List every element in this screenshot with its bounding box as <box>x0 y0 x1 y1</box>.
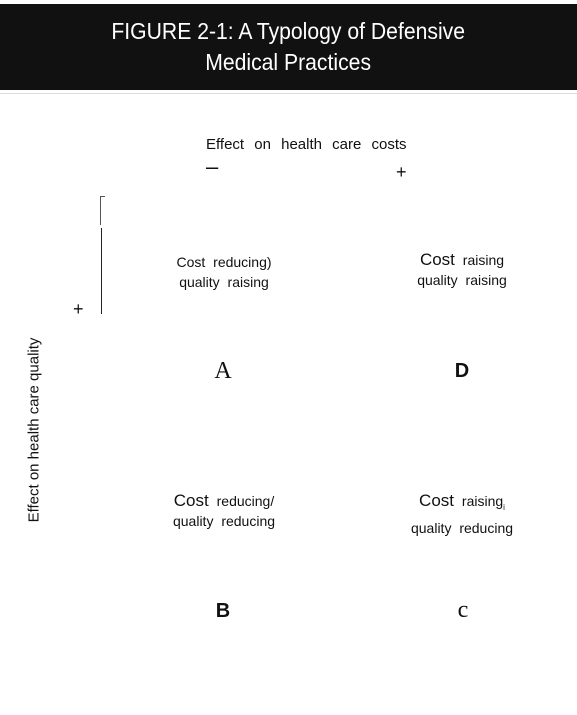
x-axis-plus-sign: + <box>396 162 407 182</box>
quadrant-a-word-effect: reducing) <box>213 254 272 270</box>
quadrant-a-word-cost: Cost <box>176 254 206 270</box>
quadrant-c-word-cost: Cost <box>419 491 455 510</box>
quadrant-c-word-effect: raising <box>461 493 504 509</box>
quadrant-c-line-1: Cost raisingi <box>362 491 562 518</box>
quadrant-b-letter: B <box>215 600 231 622</box>
y-axis-line <box>101 228 102 314</box>
quadrant-a-line-1: Cost reducing) <box>124 252 324 272</box>
quadrant-d-line-2: quality raising <box>417 272 507 288</box>
y-axis-label: Effect on health care quality <box>25 337 43 523</box>
quadrant-d-line-1: Cost raising <box>362 250 562 270</box>
quadrant-d-word-cost: Cost <box>419 250 455 269</box>
quadrant-a-line-2: quality raising <box>179 274 269 290</box>
quadrant-c-line-2: quality reducing <box>410 519 514 536</box>
quadrant-b-line-1: Cost reducing/ <box>124 491 324 511</box>
x-axis-minus-sign: – <box>206 154 219 179</box>
quadrant-b-word-effect: reducing/ <box>216 493 275 509</box>
quadrant-c-letter: c <box>457 597 469 623</box>
quadrant-b-line-2: quality reducing <box>172 513 276 529</box>
x-axis-label: Effect on health care costs <box>206 136 407 153</box>
quadrant-b-word-cost: Cost <box>173 491 209 510</box>
figure-title-banner: FIGURE 2-1: A Typology of Defensive Medi… <box>0 4 577 90</box>
quadrant-c-description: Cost raisingi quality reducing <box>362 491 562 538</box>
quadrant-d-letter: D <box>454 360 470 382</box>
y-axis-plus-sign: + <box>73 299 84 319</box>
figure-title-line-1: FIGURE 2-1: A Typology of Defensive <box>111 18 466 44</box>
y-axis-top-tick <box>100 196 105 225</box>
title-underline-divider <box>0 93 577 94</box>
quadrant-a-letter: A <box>214 358 232 384</box>
quadrant-d-description: Cost raising quality raising <box>362 250 562 290</box>
quadrant-d-word-effect: raising <box>462 252 505 268</box>
quadrant-a-description: Cost reducing) quality raising <box>124 252 324 292</box>
quadrant-b-description: Cost reducing/ quality reducing <box>124 491 324 531</box>
figure-title-line-2: Medical Practices <box>205 49 372 75</box>
quadrant-c-subscript-mark: i <box>503 502 505 512</box>
